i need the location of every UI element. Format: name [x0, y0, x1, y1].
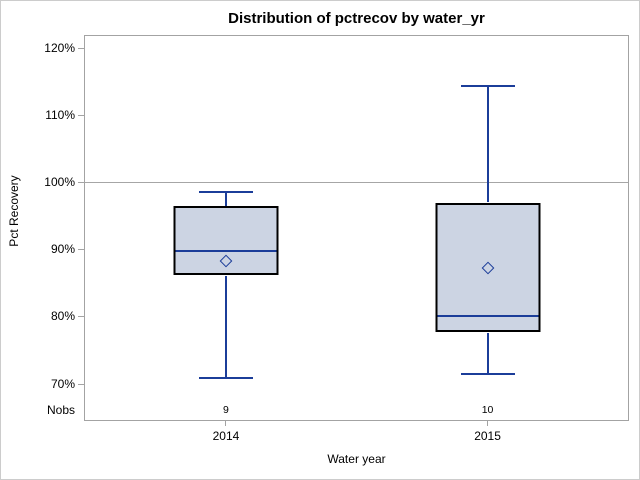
nobs-row-label: Nobs	[46, 403, 75, 417]
x-tick-label: 2014	[212, 429, 240, 443]
y-tick-mark	[78, 115, 84, 116]
lower-whisker-line	[224, 276, 227, 378]
median-line	[437, 315, 539, 317]
y-tick-label: 100%	[44, 175, 75, 189]
y-tick-mark	[78, 384, 84, 385]
y-tick-mark	[78, 316, 84, 317]
nobs-value: 10	[481, 404, 494, 416]
reference-line-100pct	[85, 182, 628, 183]
upper-whisker-cap	[198, 191, 253, 193]
x-tick-mark	[487, 421, 488, 426]
plot-area	[84, 35, 629, 421]
upper-whisker-line	[486, 86, 489, 202]
x-axis-label: Water year	[327, 452, 386, 466]
y-tick-label: 120%	[44, 41, 75, 55]
x-tick-label: 2015	[474, 429, 501, 443]
x-tick-mark	[225, 421, 226, 426]
iqr-box	[435, 203, 541, 332]
iqr-box	[173, 206, 279, 275]
y-tick-mark	[78, 182, 84, 183]
y-tick-label: 70%	[50, 377, 75, 391]
y-tick-label: 80%	[50, 309, 75, 323]
median-line	[175, 250, 277, 252]
y-tick-mark	[78, 249, 84, 250]
upper-whisker-line	[224, 192, 227, 206]
lower-whisker-line	[486, 333, 489, 374]
upper-whisker-cap	[460, 85, 515, 87]
y-tick-mark	[78, 48, 84, 49]
nobs-value: 9	[223, 404, 229, 416]
y-tick-label: 110%	[45, 108, 75, 122]
lower-whisker-cap	[460, 373, 515, 375]
y-tick-label: 90%	[50, 242, 75, 256]
lower-whisker-cap	[198, 377, 253, 379]
chart-title: Distribution of pctrecov by water_yr	[228, 10, 485, 27]
